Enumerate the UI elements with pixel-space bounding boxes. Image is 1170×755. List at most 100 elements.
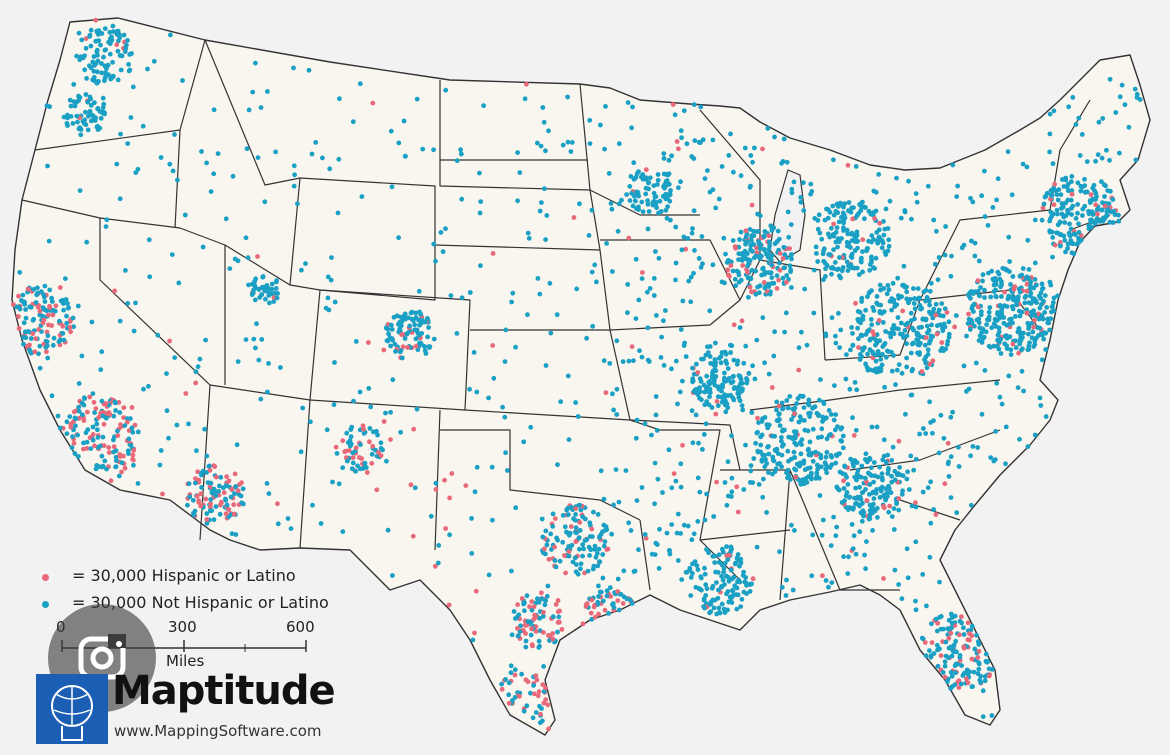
dot-not-hispanic xyxy=(779,584,785,590)
dot-not-hispanic xyxy=(915,338,921,344)
dot-not-hispanic xyxy=(566,512,571,518)
dot-not-hispanic xyxy=(742,145,748,151)
dot-not-hispanic xyxy=(881,286,887,291)
dot-not-hispanic xyxy=(27,349,33,354)
dot-not-hispanic xyxy=(894,302,900,308)
dot-not-hispanic xyxy=(200,244,206,250)
dot-not-hispanic xyxy=(571,516,576,522)
dot-not-hispanic xyxy=(172,355,178,360)
dot-hispanic xyxy=(90,432,96,437)
dot-hispanic xyxy=(57,285,63,290)
dot-not-hispanic xyxy=(882,384,887,390)
dot-not-hispanic xyxy=(792,466,797,472)
dot-not-hispanic xyxy=(749,410,755,415)
dot-not-hispanic xyxy=(135,166,141,172)
dot-not-hispanic xyxy=(753,440,758,446)
dot-not-hispanic xyxy=(1016,308,1022,314)
dot-not-hispanic xyxy=(175,177,180,183)
dot-not-hispanic xyxy=(387,335,393,340)
dot-not-hispanic xyxy=(607,585,613,590)
dot-not-hispanic xyxy=(1051,308,1057,314)
dot-not-hispanic xyxy=(881,219,886,224)
dot-hispanic xyxy=(370,443,376,449)
dot-not-hispanic xyxy=(737,237,742,242)
dot-not-hispanic xyxy=(229,531,235,537)
dot-not-hispanic xyxy=(814,462,820,468)
dot-not-hispanic xyxy=(265,287,270,293)
dot-not-hispanic xyxy=(844,239,850,245)
dot-not-hispanic xyxy=(863,475,868,481)
dot-not-hispanic xyxy=(126,68,132,74)
dot-not-hispanic xyxy=(914,332,920,338)
dot-not-hispanic xyxy=(325,274,331,280)
dot-not-hispanic xyxy=(877,495,883,500)
dot-hispanic xyxy=(33,336,39,342)
dot-not-hispanic xyxy=(700,137,706,143)
dot-not-hispanic xyxy=(629,190,634,196)
dot-not-hispanic xyxy=(125,38,130,43)
dot-not-hispanic xyxy=(574,562,579,567)
dot-not-hispanic xyxy=(707,354,713,359)
dot-not-hispanic xyxy=(975,671,981,676)
dot-not-hispanic xyxy=(78,54,84,60)
dot-not-hispanic xyxy=(821,258,827,264)
dot-hispanic xyxy=(766,233,772,239)
dot-not-hispanic xyxy=(433,258,438,264)
dot-not-hispanic xyxy=(94,124,100,130)
dot-hispanic xyxy=(922,640,928,645)
dot-not-hispanic xyxy=(684,141,690,147)
dot-not-hispanic xyxy=(303,261,308,266)
dot-not-hispanic xyxy=(799,442,804,447)
dot-not-hispanic xyxy=(878,488,884,494)
dot-not-hispanic xyxy=(1133,157,1139,163)
dot-not-hispanic xyxy=(824,415,829,421)
dot-hispanic xyxy=(130,457,136,463)
dot-not-hispanic xyxy=(610,391,615,397)
dot-not-hispanic xyxy=(925,183,931,189)
dot-hispanic xyxy=(226,478,232,484)
dot-not-hispanic xyxy=(1069,250,1075,256)
dot-not-hispanic xyxy=(204,521,210,526)
dot-not-hispanic xyxy=(548,531,554,537)
dot-hispanic xyxy=(132,422,138,428)
dot-hispanic xyxy=(568,524,574,529)
dot-not-hispanic xyxy=(597,559,603,565)
dot-not-hispanic xyxy=(688,274,694,280)
dot-not-hispanic xyxy=(730,238,736,243)
dot-not-hispanic xyxy=(834,267,840,272)
dot-not-hispanic xyxy=(908,296,913,302)
dot-not-hispanic xyxy=(536,638,542,644)
dot-not-hispanic xyxy=(763,457,768,462)
dot-not-hispanic xyxy=(895,275,901,281)
dot-not-hispanic xyxy=(853,164,859,169)
dot-not-hispanic xyxy=(1110,197,1116,202)
dot-not-hispanic xyxy=(669,485,675,491)
dot-hispanic xyxy=(845,162,851,168)
brand-url[interactable]: www.MappingSoftware.com xyxy=(114,722,322,740)
dot-hispanic xyxy=(87,394,93,400)
dot-not-hispanic xyxy=(788,269,793,275)
dot-not-hispanic xyxy=(757,290,762,296)
dot-not-hispanic xyxy=(686,278,692,284)
dot-not-hispanic xyxy=(765,125,771,131)
dot-not-hispanic xyxy=(869,233,875,239)
dot-not-hispanic xyxy=(797,478,802,483)
dot-not-hispanic xyxy=(884,291,890,297)
dot-hispanic xyxy=(674,139,680,144)
dot-not-hispanic xyxy=(568,149,574,154)
dot-not-hispanic xyxy=(589,207,595,213)
dot-not-hispanic xyxy=(673,358,679,364)
dot-not-hispanic xyxy=(459,295,465,301)
dot-not-hispanic xyxy=(595,563,601,569)
dot-not-hispanic xyxy=(867,502,873,508)
dot-not-hispanic xyxy=(859,354,864,359)
dot-hispanic xyxy=(933,512,939,517)
dot-hispanic xyxy=(539,590,544,596)
dot-not-hispanic xyxy=(948,273,954,279)
dot-not-hispanic xyxy=(209,489,215,495)
dot-hispanic xyxy=(787,246,792,252)
dot-not-hispanic xyxy=(500,404,505,410)
dot-not-hispanic xyxy=(983,329,989,335)
dot-not-hispanic xyxy=(791,179,797,185)
dot-not-hispanic xyxy=(896,582,901,587)
